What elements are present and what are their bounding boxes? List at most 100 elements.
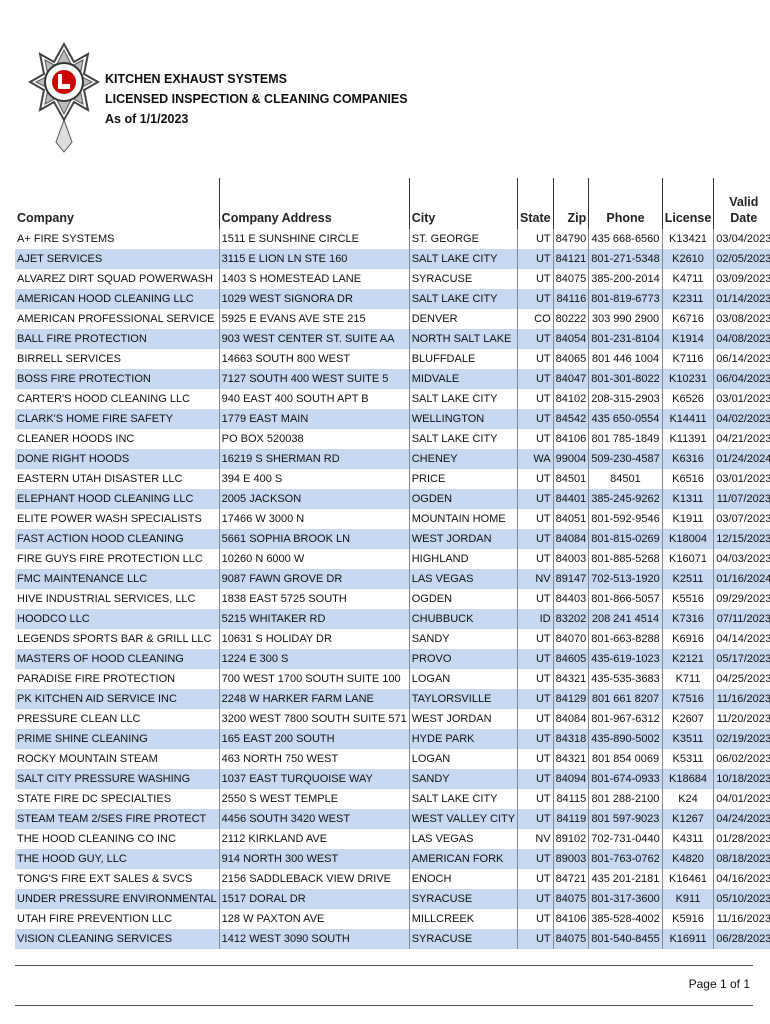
table-cell: UT <box>517 669 554 689</box>
table-cell: 385-245-9262 <box>588 489 663 509</box>
table-cell: 84102 <box>552 389 589 409</box>
table-cell: 7127 SOUTH 400 WEST SUITE 5 <box>218 369 410 389</box>
table-cell: 84047 <box>552 369 589 389</box>
table-row: ELEPHANT HOOD CLEANING LLC 2005 JACKSON OG… <box>15 489 770 509</box>
table-cell: 801-301-8022 <box>588 369 663 389</box>
table-cell: 1838 EAST 5725 SOUTH <box>218 589 410 609</box>
table-cell: UT <box>517 909 554 929</box>
table-cell: 84321 <box>552 669 589 689</box>
table-cell: BIRRELL SERVICES <box>17 353 121 365</box>
header-row: Company Company Address City State Zip Phone L… <box>15 178 770 229</box>
table-cell: BOSS FIRE PROTECTION <box>15 369 220 389</box>
table-cell: 903 WEST CENTER ST. SUITE AA <box>218 329 410 349</box>
table-cell: 801-885-5268 <box>588 549 663 569</box>
column-header: Phone <box>588 178 663 229</box>
table-cell: UT <box>517 649 554 669</box>
table-cell: CHENEY <box>408 449 518 469</box>
table-cell: HIGHLAND <box>408 549 518 569</box>
table-cell: WEST JORDAN <box>408 529 518 549</box>
table-cell: K6316 <box>661 449 714 469</box>
table-cell: UT <box>517 529 554 549</box>
table-row: EASTERN UTAH DISASTER LLC 394 E 400 S PRIC… <box>15 469 770 489</box>
table-cell: 02/19/2023 <box>713 729 770 749</box>
table-cell: 02/05/2023 <box>713 249 770 269</box>
table-cell: K6526 <box>661 389 714 409</box>
table-row: THE HOOD CLEANING CO INC 2112 KIRKLAND AV… <box>15 829 770 849</box>
table-cell: K2607 <box>661 709 714 729</box>
table-cell: 04/14/2023 <box>713 629 770 649</box>
table-row: UTAH FIRE PREVENTION LLC 128 W PAXTON AVE… <box>15 909 770 929</box>
table-cell: K4820 <box>661 849 714 869</box>
table-cell: 01/28/2023 <box>713 829 770 849</box>
table-row: AMERICAN PROFESSIONAL SERVICE 5925 E EVAN… <box>15 309 770 329</box>
table-cell: OGDEN <box>408 489 518 509</box>
table-row: PARADISE FIRE PROTECTION 700 WEST 1700 SO… <box>15 669 770 689</box>
table-cell: 2005 JACKSON <box>218 489 410 509</box>
table-cell: AMERICAN FORK <box>408 849 518 869</box>
table-cell: 208 241 4514 <box>588 609 663 629</box>
table-cell: UNDER PRESSURE ENVIRONMENTAL <box>15 889 220 909</box>
table-cell: SANDY <box>408 769 518 789</box>
table-cell: 1037 EAST TURQUOISE WAY <box>218 769 410 789</box>
table-cell: 9087 FAWN GROVE DR <box>218 569 410 589</box>
table-cell: 11/16/2023 <box>713 689 770 709</box>
table-cell: 11/07/2023 <box>713 489 770 509</box>
table-cell: 435 201-2181 <box>588 869 663 889</box>
table-cell: SALT LAKE CITY <box>408 249 518 269</box>
table-cell: K14411 <box>661 409 714 429</box>
table-cell: AMERICAN HOOD CLEANING LLC <box>15 289 220 309</box>
table-cell: 03/04/2023 <box>713 229 770 249</box>
table-row: LEGENDS SPORTS BAR & GRILL LLC 10631 S HO… <box>15 629 770 649</box>
table-cell: K2610 <box>661 249 714 269</box>
table-cell: SYRACUSE <box>408 269 518 289</box>
table-cell: 128 W PAXTON AVE <box>218 909 410 929</box>
table-cell: K6516 <box>661 469 714 489</box>
table-cell: UT <box>517 549 554 569</box>
table-row: AJET SERVICES 3115 E LION LN STE 160 SALT … <box>15 249 770 269</box>
table-cell: 702-731-0440 <box>588 829 663 849</box>
table-row: TONG'S FIRE EXT SALES & SVCS 2156 SADDLEB… <box>15 869 770 889</box>
table-cell: TONG'S FIRE EXT SALES & SVCS <box>17 873 193 885</box>
table-cell: 84084 <box>552 709 589 729</box>
table-cell: ELEPHANT HOOD CLEANING LLC <box>15 489 220 509</box>
table-cell: 06/28/2023 <box>713 929 770 949</box>
table-cell: 12/15/2023 <box>713 529 770 549</box>
table-cell: 84003 <box>552 549 589 569</box>
table-cell: 1403 S HOMESTEAD LANE <box>218 269 410 289</box>
table-cell: SALT LAKE CITY <box>408 789 518 809</box>
table-cell: 11/16/2023 <box>713 909 770 929</box>
table-cell: K16911 <box>661 929 714 949</box>
table-cell: 84129 <box>552 689 589 709</box>
table-cell: 2112 KIRKLAND AVE <box>218 829 410 849</box>
table-cell: 03/09/2023 <box>713 269 770 289</box>
table-cell: 84542 <box>552 409 589 429</box>
table-cell: UT <box>517 429 554 449</box>
table-row: VISION CLEANING SERVICES 1412 WEST 3090 S… <box>15 929 770 949</box>
table-cell: 14663 SOUTH 800 WEST <box>218 349 410 369</box>
table-cell: 84094 <box>552 769 589 789</box>
table-cell: 89003 <box>552 849 589 869</box>
table-cell: UT <box>517 869 554 889</box>
table-cell: 04/24/2023 <box>713 809 770 829</box>
table-row: FMC MAINTENANCE LLC 9087 FAWN GROVE DR LAS… <box>15 569 770 589</box>
table-cell: 801-674-0933 <box>588 769 663 789</box>
table-cell: K7516 <box>661 689 714 709</box>
table-row: STATE FIRE DC SPECIALTIES 2550 S WEST TEM… <box>15 789 770 809</box>
table-cell: 06/02/2023 <box>713 749 770 769</box>
footer-rule <box>15 1005 753 1006</box>
table-cell: 01/16/2024 <box>713 569 770 589</box>
table-cell: STATE FIRE DC SPECIALTIES <box>17 793 172 805</box>
table-cell: 07/11/2023 <box>713 609 770 629</box>
table-row: FAST ACTION HOOD CLEANING 5661 SOPHIA BRO… <box>15 529 770 549</box>
table-cell: UT <box>517 389 554 409</box>
table-row: BOSS FIRE PROTECTION 7127 SOUTH 400 WEST … <box>15 369 770 389</box>
table-cell: VISION CLEANING SERVICES <box>15 929 220 949</box>
table-cell: SALT LAKE CITY <box>408 289 518 309</box>
table-cell: 08/18/2023 <box>713 849 770 869</box>
table-cell: MASTERS OF HOOD CLEANING <box>15 649 220 669</box>
table-cell: K5916 <box>661 909 714 929</box>
table-cell: K16071 <box>661 549 714 569</box>
table-cell: 84501 <box>552 469 589 489</box>
table-cell: 2156 SADDLEBACK VIEW DRIVE <box>218 869 410 889</box>
table-cell: SALT CITY PRESSURE WASHING <box>15 769 220 789</box>
